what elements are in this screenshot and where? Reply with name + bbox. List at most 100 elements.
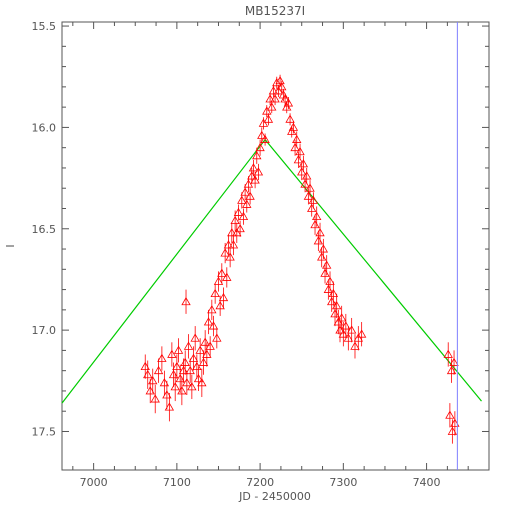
triangle-marker bbox=[180, 357, 190, 366]
triangle-marker bbox=[275, 75, 285, 85]
data-point bbox=[328, 281, 339, 306]
data-point bbox=[230, 210, 240, 231]
data-point bbox=[148, 368, 158, 393]
data-point bbox=[267, 101, 277, 114]
y-tick-label: 16.5 bbox=[32, 223, 57, 236]
data-point bbox=[320, 263, 330, 284]
x-axis-label: JD - 2450000 bbox=[238, 490, 311, 503]
triangle-marker bbox=[449, 357, 459, 366]
data-point bbox=[449, 350, 459, 375]
triangle-marker bbox=[245, 191, 255, 200]
data-point bbox=[307, 200, 317, 217]
data-point bbox=[260, 133, 270, 146]
triangle-marker bbox=[242, 199, 252, 208]
data-point bbox=[333, 309, 344, 335]
triangle-marker bbox=[188, 353, 199, 362]
triangle-marker bbox=[173, 345, 184, 354]
triangle-marker bbox=[445, 410, 455, 419]
data-point bbox=[290, 139, 300, 156]
data-point bbox=[265, 92, 275, 106]
y-tick-label: 16.0 bbox=[32, 121, 57, 134]
triangle-marker bbox=[233, 207, 244, 216]
data-point bbox=[197, 368, 207, 398]
triangle-marker bbox=[315, 228, 325, 237]
x-tick-label: 7000 bbox=[80, 476, 108, 489]
data-point bbox=[195, 338, 205, 363]
data-point bbox=[190, 326, 200, 351]
triangle-marker bbox=[177, 386, 187, 395]
data-point bbox=[285, 113, 295, 126]
triangle-marker bbox=[157, 353, 167, 362]
x-tick-label: 7100 bbox=[163, 476, 191, 489]
triangle-marker bbox=[150, 394, 160, 403]
data-point bbox=[325, 271, 335, 292]
triangle-marker bbox=[202, 349, 212, 358]
triangle-marker bbox=[192, 361, 202, 371]
data-point bbox=[317, 247, 327, 268]
triangle-marker bbox=[148, 375, 158, 385]
data-point bbox=[207, 299, 217, 320]
triangle-marker bbox=[338, 329, 349, 338]
data-point bbox=[270, 92, 280, 106]
triangle-marker bbox=[143, 369, 153, 379]
data-point bbox=[225, 247, 235, 268]
data-point bbox=[238, 208, 249, 225]
triangle-marker bbox=[341, 321, 351, 330]
triangle-marker bbox=[273, 86, 284, 95]
data-point bbox=[183, 334, 194, 359]
triangle-marker bbox=[220, 248, 230, 257]
data-point bbox=[159, 370, 170, 395]
triangle-marker bbox=[222, 272, 232, 281]
triangle-marker bbox=[257, 130, 267, 139]
data-point bbox=[193, 366, 204, 391]
model-fit-line bbox=[61, 138, 482, 404]
triangle-marker bbox=[312, 211, 322, 221]
data-point bbox=[182, 370, 192, 395]
data-point bbox=[245, 188, 255, 205]
data-point bbox=[203, 309, 214, 335]
x-tick-label: 7200 bbox=[246, 476, 274, 489]
data-point bbox=[170, 372, 180, 402]
y-tick-label: 17.0 bbox=[32, 324, 57, 337]
data-point bbox=[215, 295, 225, 316]
data-point bbox=[346, 317, 357, 343]
triangle-marker bbox=[181, 296, 191, 306]
data-point bbox=[253, 163, 264, 181]
data-point bbox=[262, 105, 272, 118]
triangle-marker bbox=[322, 260, 332, 269]
y-tick-label: 15.5 bbox=[32, 20, 57, 33]
data-point bbox=[187, 374, 197, 400]
data-point bbox=[168, 362, 179, 387]
triangle-marker bbox=[235, 223, 245, 233]
data-point bbox=[353, 326, 364, 351]
data-point bbox=[222, 267, 232, 288]
triangle-marker bbox=[225, 252, 235, 261]
data-point bbox=[331, 293, 342, 318]
triangle-marker bbox=[228, 240, 239, 249]
data-point bbox=[205, 336, 215, 357]
triangle-marker bbox=[350, 341, 360, 350]
triangle-marker bbox=[250, 175, 260, 184]
data-point bbox=[335, 317, 345, 343]
data-point bbox=[297, 163, 307, 181]
x-axis: 7000 7100 7200 7300 7400 bbox=[72, 22, 469, 489]
data-point bbox=[233, 204, 244, 221]
data-point bbox=[280, 92, 290, 106]
triangle-marker bbox=[172, 361, 182, 371]
data-point bbox=[295, 143, 305, 160]
data-point bbox=[282, 101, 292, 114]
data-point bbox=[235, 220, 245, 237]
data-point bbox=[200, 330, 210, 355]
triangle-marker bbox=[252, 150, 262, 160]
triangle-marker bbox=[328, 288, 339, 298]
triangle-marker bbox=[215, 300, 225, 310]
triangle-marker bbox=[318, 244, 329, 253]
triangle-marker bbox=[255, 142, 265, 152]
triangle-marker bbox=[205, 341, 215, 350]
data-point bbox=[192, 354, 202, 379]
triangle-marker bbox=[162, 390, 172, 399]
triangle-marker bbox=[238, 211, 249, 221]
data-point bbox=[157, 346, 167, 371]
triangle-marker bbox=[292, 134, 302, 143]
data-point bbox=[188, 346, 199, 371]
